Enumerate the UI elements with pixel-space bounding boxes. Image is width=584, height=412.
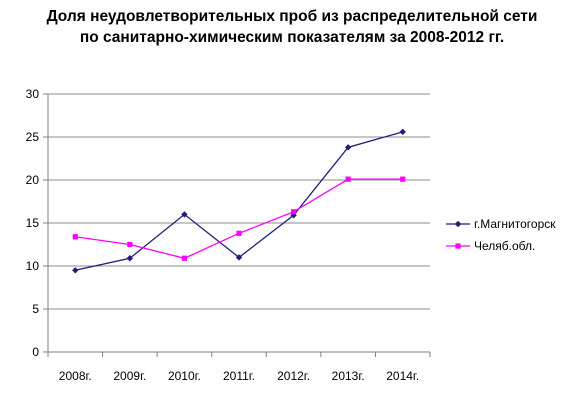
x-tick-label: 2011г. (223, 369, 255, 383)
data-point (127, 241, 133, 248)
data-point (454, 220, 462, 228)
data-point (344, 144, 352, 151)
y-tick-label: 30 (26, 87, 40, 101)
data-point (72, 234, 78, 240)
legend-item-1: г.Магнитогорск (446, 217, 556, 231)
y-tick-label: 15 (26, 216, 40, 230)
chart-title-line-2: по санитарно-химическим показателям за 2… (79, 29, 505, 46)
legend-label: г.Магнитогорск (474, 217, 556, 231)
legend: г.Магнитогорск Челяб.обл. (446, 217, 556, 253)
x-tick-labels: 2008г. 2009г. 2010г. 2011г. 2012г. 2013г. 2014… (59, 369, 419, 383)
x-tick-label: 2012г. (277, 369, 310, 383)
series (72, 128, 406, 274)
data-point (126, 255, 134, 262)
data-point (400, 176, 406, 182)
y-tick-label: 5 (32, 302, 39, 316)
y-tick-label: 10 (26, 259, 40, 273)
data-point (181, 211, 188, 218)
series-1 (72, 128, 406, 274)
chart-title: Доля неудовлетворительных проб из распре… (0, 6, 584, 48)
data-point (72, 267, 79, 274)
x-tick-label: 2010г. (168, 369, 201, 383)
legend-label: Челяб.обл. (474, 239, 535, 253)
axes (43, 93, 431, 357)
data-point (181, 255, 188, 261)
x-tick-label: 2014г. (386, 369, 419, 383)
data-point (455, 243, 461, 249)
data-point (235, 254, 243, 261)
y-tick-label: 20 (26, 173, 40, 187)
gridlines (48, 93, 430, 310)
series-2 (72, 176, 406, 261)
chart-title-line-1: Доля неудовлетворительных проб из распре… (46, 8, 538, 25)
y-tick-labels: 0 5 10 15 20 25 30 (26, 87, 40, 359)
x-tick-label: 2013г. (332, 369, 365, 383)
series-line (75, 131, 403, 271)
data-point (236, 230, 242, 236)
data-point (399, 128, 406, 136)
series-line (75, 178, 403, 259)
y-tick-label: 25 (26, 130, 40, 144)
x-tick-label: 2008г. (59, 369, 92, 383)
data-point (290, 209, 297, 215)
x-tick-label: 2009г. (113, 369, 146, 383)
data-point (345, 176, 351, 182)
y-tick-label: 0 (32, 345, 39, 359)
legend-item-2: Челяб.обл. (446, 239, 535, 253)
